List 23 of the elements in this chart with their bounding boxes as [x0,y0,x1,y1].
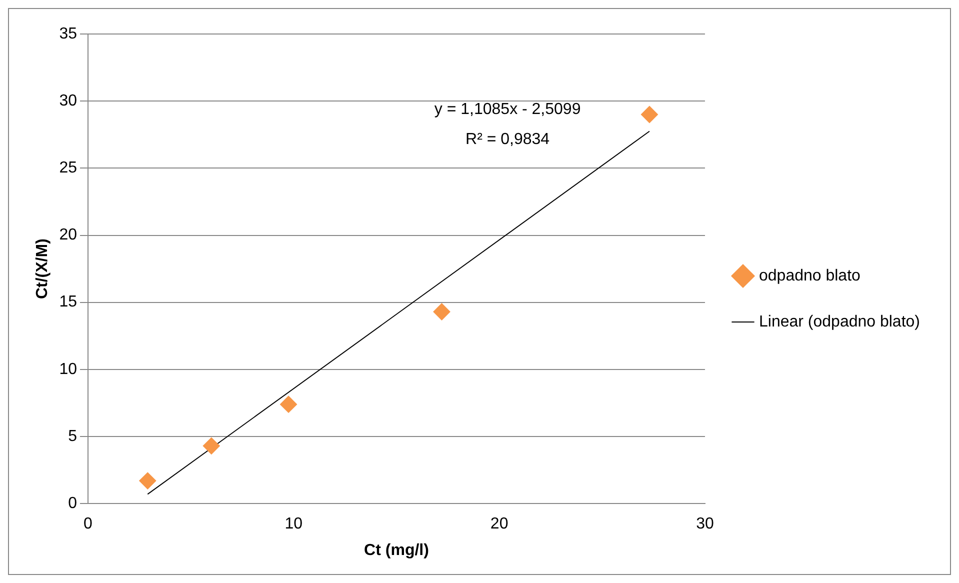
point [280,396,298,413]
y-tick-label: 35 [59,25,78,42]
y-tick-label: 0 [68,495,78,512]
y-tick-label: 5 [68,428,78,445]
x-axis-title: Ct (mg/l) [364,542,429,559]
point [139,472,156,490]
legend-label: Linear (odpadno blato) [758,313,920,330]
x-tick-label: 10 [284,516,303,533]
y-axis-title: Ct/(X/M) [34,238,52,300]
x-tick-label: 0 [84,516,93,533]
legend-label: odpadno blato [758,267,861,284]
y-tick-label: 25 [59,160,78,177]
y-tick-label: 30 [59,92,78,110]
point [202,437,220,454]
point [433,303,450,320]
y-tick-label: 20 [59,226,78,244]
x-tick-label: 20 [490,516,508,533]
y-tick-label: 10 [59,360,78,378]
point [640,106,658,124]
annotation: R² = 0,9834 [466,131,550,148]
y-tick-label: 15 [59,294,78,311]
x-tick-label: 30 [696,516,714,533]
annotation: y = 1,1085x - 2,5099 [434,101,581,118]
